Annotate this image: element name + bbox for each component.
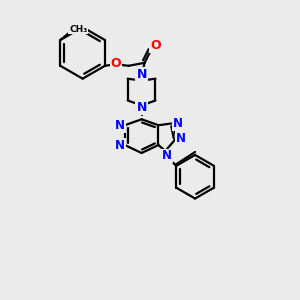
Text: O: O (150, 40, 161, 52)
Text: N: N (136, 68, 147, 81)
Text: N: N (173, 117, 183, 130)
Text: N: N (115, 139, 125, 152)
Text: CH₃: CH₃ (69, 25, 87, 34)
Text: N: N (162, 149, 172, 162)
Text: N: N (115, 119, 125, 132)
Text: N: N (136, 101, 147, 114)
Text: N: N (176, 132, 186, 145)
Text: O: O (110, 57, 121, 70)
